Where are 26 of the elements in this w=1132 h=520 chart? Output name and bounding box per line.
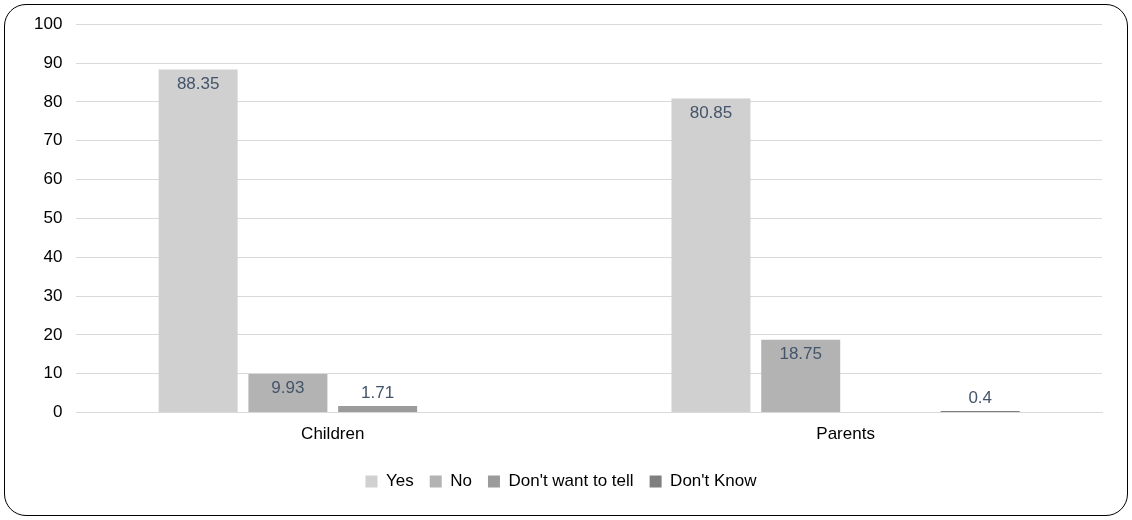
x-tick-label: Parents xyxy=(816,424,875,444)
x-tick-label: Children xyxy=(301,424,365,444)
y-tick-label: 20 xyxy=(43,324,63,344)
bar xyxy=(338,405,418,413)
y-tick-label: 30 xyxy=(43,285,63,305)
data-label: 18.75 xyxy=(779,343,822,363)
legend-label: Don't want to tell xyxy=(508,471,634,491)
y-tick-label: 10 xyxy=(43,363,63,383)
bar xyxy=(761,339,841,413)
data-label: 88.35 xyxy=(176,73,220,93)
y-tick-label: 90 xyxy=(43,52,63,72)
y-tick-label: 70 xyxy=(43,130,63,150)
y-tick-label: 40 xyxy=(43,246,63,266)
legend-label: No xyxy=(450,471,472,491)
y-tick-label: 60 xyxy=(43,169,63,189)
data-label: 9.93 xyxy=(271,378,305,398)
y-tick-label: 80 xyxy=(43,91,63,111)
data-label: 80.85 xyxy=(689,102,733,122)
y-tick-label: 0 xyxy=(52,402,63,422)
y-tick-label: 100 xyxy=(33,13,63,33)
data-label: 1.71 xyxy=(361,383,395,403)
data-label: 0.4 xyxy=(968,388,993,408)
y-tick-label: 50 xyxy=(43,208,63,228)
legend-label: Don't Know xyxy=(670,471,758,491)
legend-label: Yes xyxy=(386,471,414,491)
bar xyxy=(248,374,328,413)
